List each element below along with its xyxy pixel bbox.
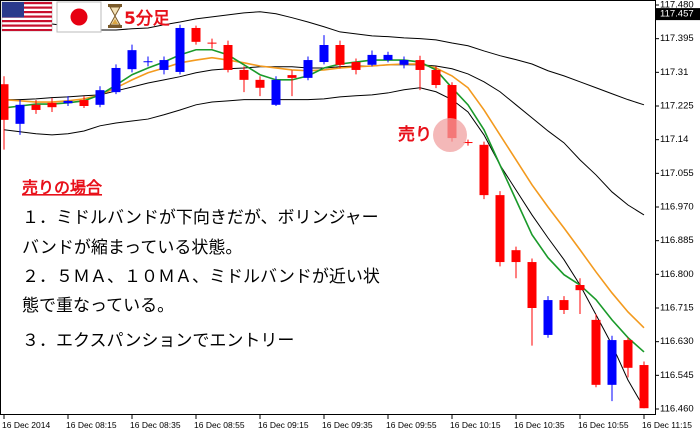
candle-body	[383, 54, 393, 61]
candle-body	[191, 27, 201, 42]
candle-body	[175, 27, 185, 72]
annotation-line: ２．５ＭＡ、１０ＭＡ、ミドルバンドが近い状	[22, 267, 380, 287]
us-flag-icon	[1, 1, 53, 32]
candle-body	[335, 45, 345, 65]
candle-body	[47, 102, 57, 108]
candle-body	[159, 60, 169, 70]
annotation-line: １．ミドルバンドが下向きだが、ボリンジャー	[22, 208, 379, 228]
candle-body	[399, 60, 409, 65]
candle-body	[303, 60, 313, 78]
signal-label: 売り	[398, 124, 432, 145]
annotation-line: 態で重なっている。	[22, 296, 174, 316]
y-tick-label: 116.970	[660, 202, 694, 213]
candle-body	[63, 100, 73, 104]
x-tick-label: 16 Dec 2014	[2, 420, 50, 430]
candle-body	[543, 300, 553, 335]
candle-body	[79, 100, 89, 106]
candle-body	[623, 340, 633, 368]
y-tick-label: 116.800	[660, 269, 694, 280]
candle-body	[495, 195, 505, 263]
candle-body	[319, 45, 329, 63]
plot-area	[0, 11, 649, 409]
candle-body	[143, 61, 153, 63]
candle-body	[639, 365, 649, 409]
x-tick-label: 16 Dec 08:15	[66, 420, 117, 430]
candle-body	[559, 300, 569, 310]
candle-body	[111, 67, 121, 93]
candle-body	[239, 69, 249, 80]
signal-marker	[433, 118, 467, 152]
candle-body	[447, 85, 457, 139]
candle-body	[431, 69, 441, 86]
indicator-line	[3, 56, 645, 329]
current-price-label: 117.457	[660, 9, 694, 20]
candle-body	[575, 285, 585, 291]
indicator-line	[3, 87, 645, 409]
x-tick-label: 16 Dec 08:35	[130, 420, 181, 430]
y-tick-label: 117.480	[660, 0, 694, 11]
x-tick-label: 16 Dec 11:15	[642, 420, 692, 430]
candle-body	[367, 54, 377, 65]
y-tick-label: 117.31	[660, 67, 688, 78]
x-tick-label: 16 Dec 08:55	[194, 420, 245, 430]
indicator-line	[3, 48, 645, 353]
candle-body	[607, 340, 617, 385]
candle-body	[479, 144, 489, 196]
candle-body	[0, 84, 9, 120]
candle-body	[95, 90, 105, 105]
annotation-line: ３．エクスパンションでエントリー	[22, 331, 294, 351]
annotation-heading: 売りの場合	[22, 178, 103, 197]
x-tick-label: 16 Dec 09:55	[386, 420, 437, 430]
y-tick-label: 116.545	[660, 370, 694, 381]
candle-body	[15, 104, 25, 124]
japan-flag-icon	[56, 1, 102, 33]
candle-body	[511, 250, 521, 263]
candle-body	[591, 319, 601, 385]
candle-body	[255, 79, 265, 88]
candle-body	[463, 142, 473, 144]
x-tick-label: 16 Dec 09:35	[322, 420, 373, 430]
candle-body	[207, 42, 217, 44]
indicator-line	[3, 11, 645, 106]
y-tick-label: 117.225	[660, 101, 694, 112]
candle-body	[527, 262, 537, 308]
annotation-line: バンドが縮まっている状態。	[22, 238, 242, 258]
timeframe-label: 5分足	[124, 9, 170, 29]
candle-body	[31, 104, 41, 110]
y-tick-label: 117.055	[660, 168, 694, 179]
hourglass-icon	[108, 4, 122, 28]
y-tick-label: 116.715	[660, 303, 694, 314]
candle-body	[223, 45, 233, 70]
y-tick-label: 117.14	[660, 134, 688, 145]
y-tick-label: 116.630	[660, 336, 694, 347]
y-tick-label: 116.460	[660, 404, 694, 415]
x-tick-label: 16 Dec 09:15	[258, 420, 309, 430]
x-tick-label: 16 Dec 10:55	[578, 420, 629, 430]
y-tick-label: 117.395	[660, 33, 694, 44]
candle-body	[287, 75, 297, 78]
y-tick-label: 116.885	[660, 235, 694, 246]
candle-body	[415, 60, 425, 70]
x-tick-label: 16 Dec 10:35	[514, 420, 565, 430]
x-tick-label: 16 Dec 10:15	[450, 420, 501, 430]
candle-body	[271, 79, 281, 105]
current-price-box	[656, 8, 700, 21]
candle-body	[127, 50, 137, 70]
candle-body	[351, 62, 361, 70]
